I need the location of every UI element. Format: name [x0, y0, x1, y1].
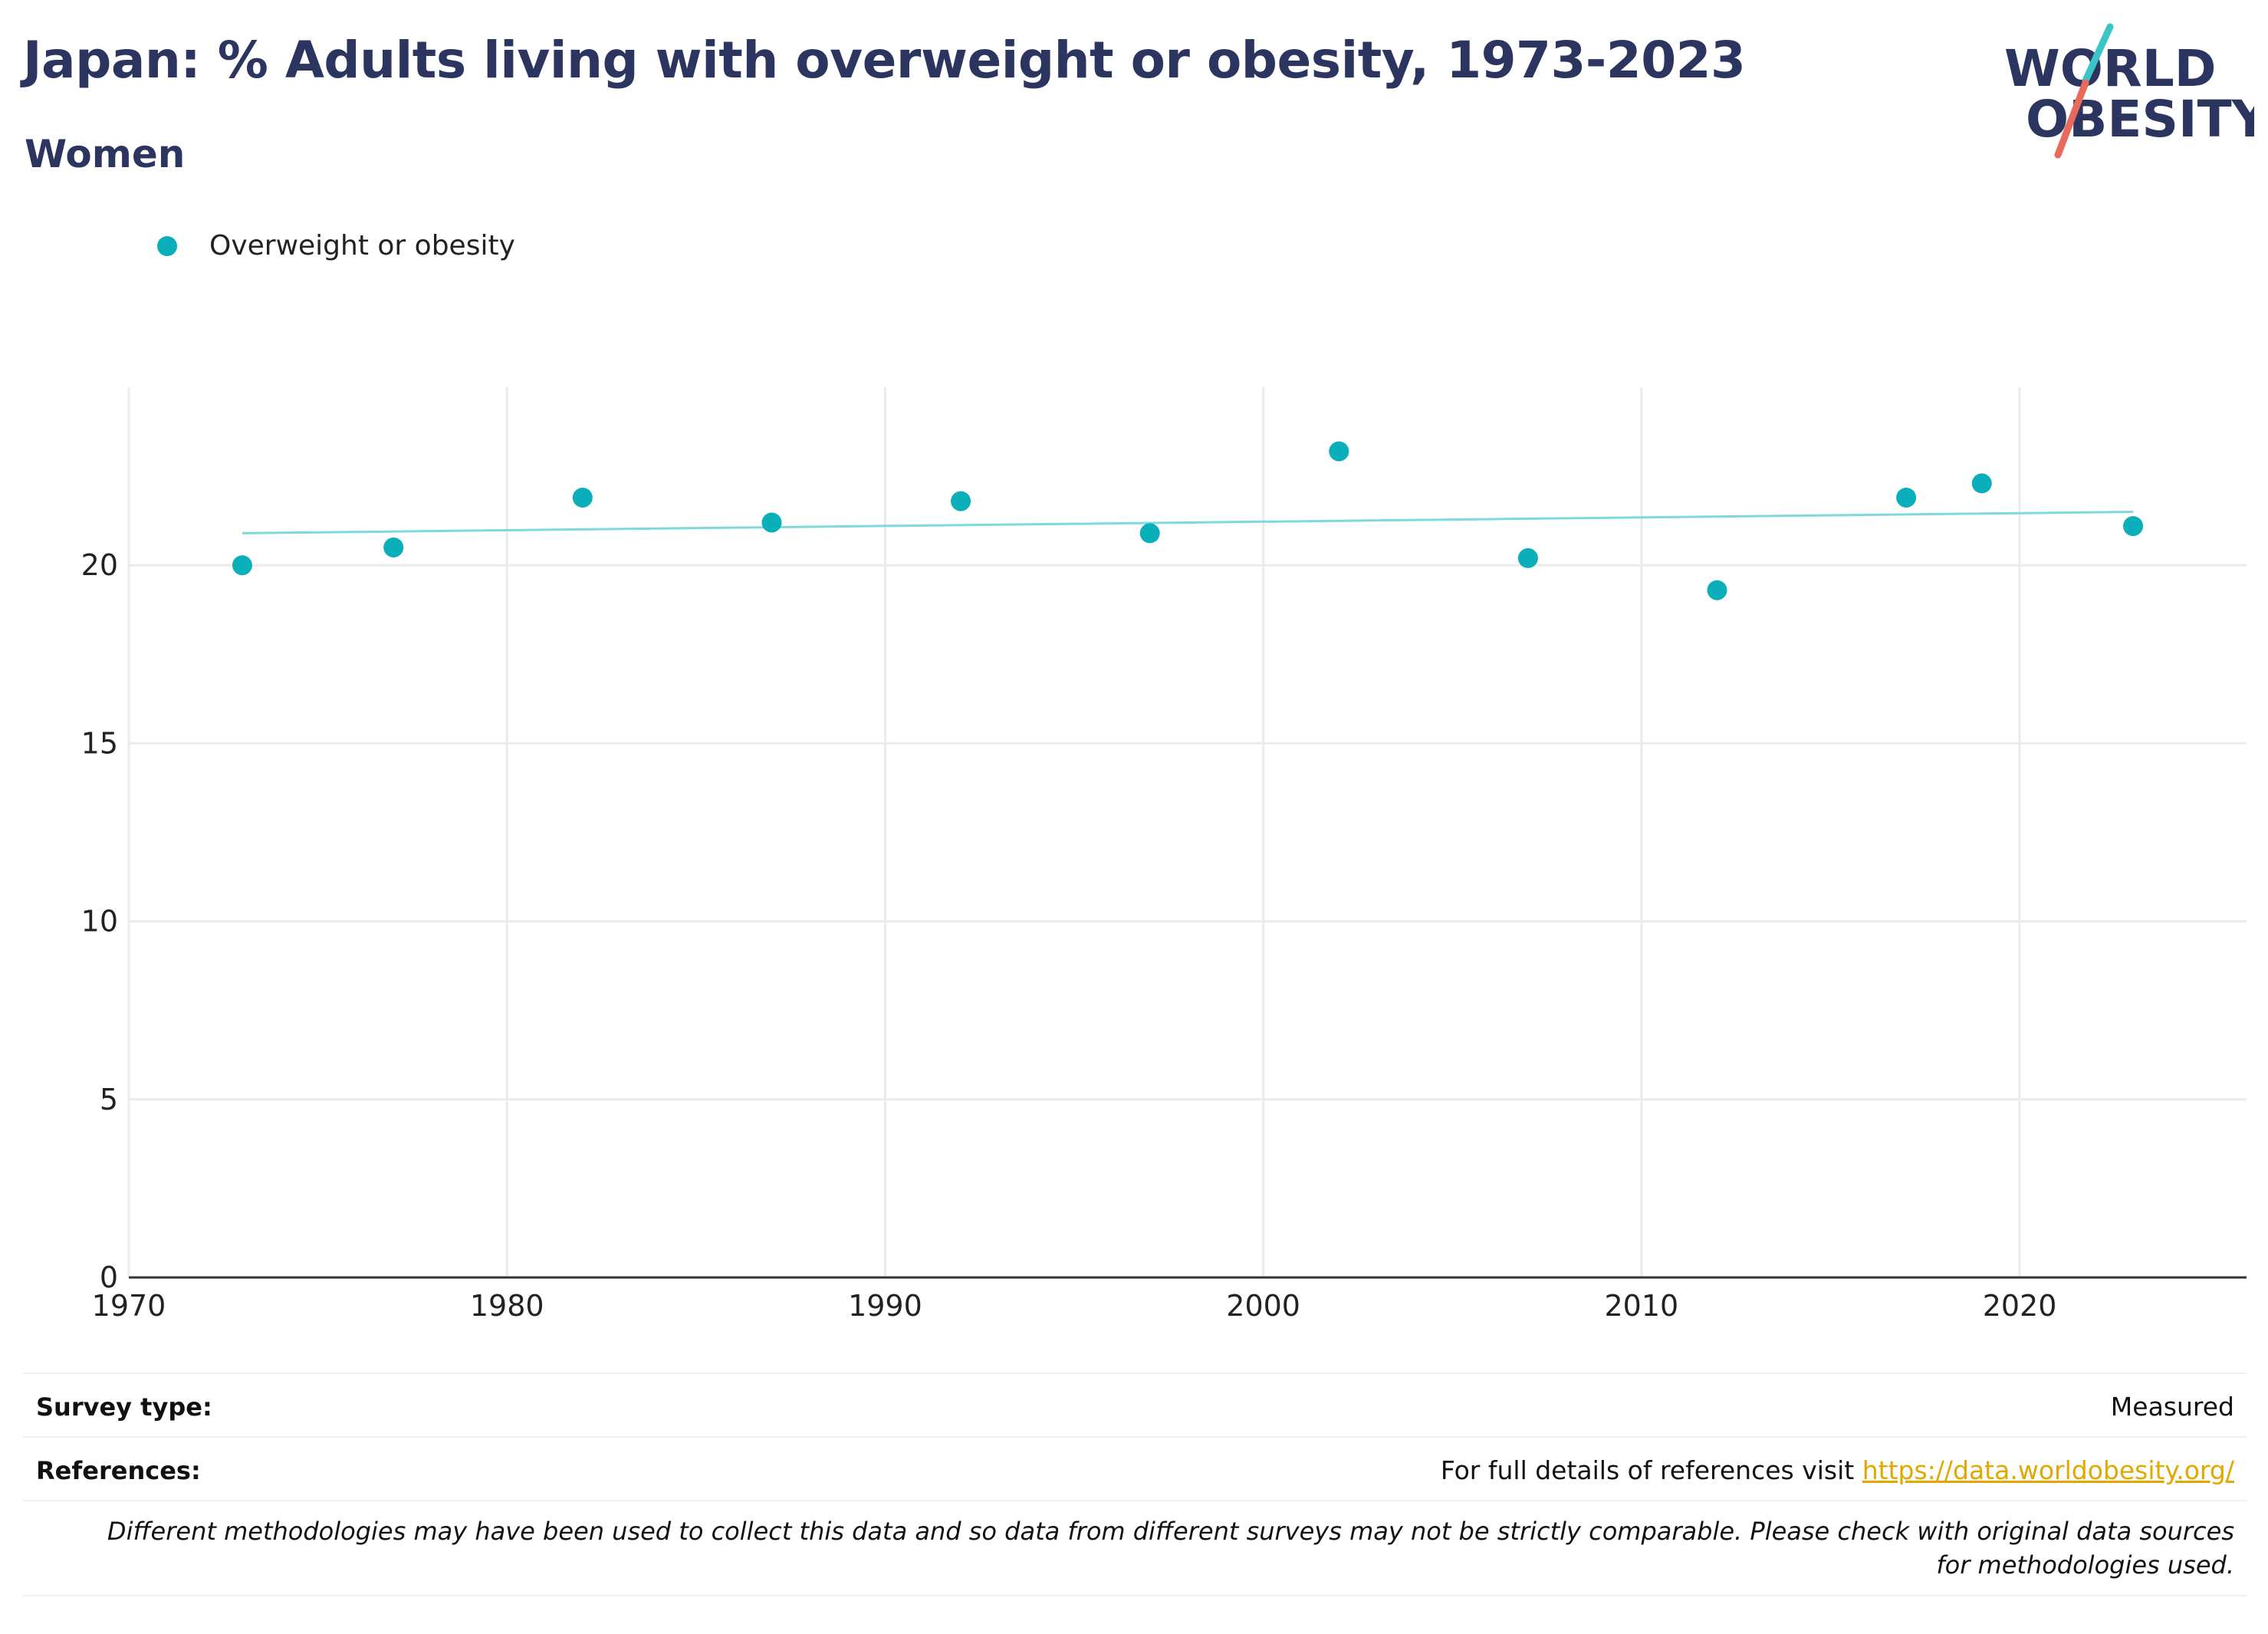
data-point: [1971, 473, 1992, 494]
x-tick-label: 2000: [1226, 1289, 1300, 1323]
points-layer: [232, 441, 2144, 600]
scatter-chart: 1970 1980 1990 2000 2010 2020 0 5 10 15 20: [81, 387, 2247, 1323]
references-value: For full details of references visit htt…: [1441, 1455, 2234, 1485]
x-tick-label: 1990: [848, 1289, 922, 1323]
legend-marker-icon: [157, 235, 177, 256]
y-tick-label: 20: [81, 548, 118, 582]
y-tick-label: 0: [100, 1261, 118, 1294]
data-point: [383, 537, 404, 557]
footer-divider: [23, 1595, 2247, 1596]
y-tick-label: 5: [100, 1083, 118, 1116]
chart-title: Japan: % Adults living with overweight o…: [23, 31, 1746, 90]
grid-layer: [127, 387, 2247, 1277]
survey-type-label: Survey type:: [36, 1392, 212, 1422]
references-link[interactable]: https://data.worldobesity.org/: [1862, 1455, 2234, 1485]
footer-divider: [23, 1436, 2247, 1438]
axis-layer: 1970 1980 1990 2000 2010 2020 0 5 10 15 20: [81, 548, 2247, 1323]
references-text: For full details of references visit: [1440, 1455, 1855, 1485]
data-point: [2123, 516, 2144, 537]
x-tick-label: 2010: [1604, 1289, 1678, 1323]
logo-text-world: WORLD: [2004, 39, 2217, 98]
x-tick-label: 1980: [470, 1289, 544, 1323]
x-tick-label: 1970: [92, 1289, 166, 1323]
y-tick-label: 10: [81, 905, 118, 939]
logo-slash-teal: [2082, 23, 2114, 84]
data-point: [232, 555, 252, 576]
data-point: [1896, 487, 1917, 508]
methodology-disclaimer: Different methodologies may have been us…: [107, 1517, 2234, 1580]
x-tick-label: 2020: [1983, 1289, 2057, 1323]
data-point: [1517, 547, 1538, 568]
y-tick-label: 15: [81, 726, 118, 760]
data-point: [1707, 580, 1727, 600]
footer-divider: [23, 1373, 2247, 1374]
chart-subtitle: Women: [25, 132, 186, 176]
logo-slash-red: [2054, 79, 2089, 159]
data-point: [761, 512, 782, 533]
world-obesity-logo: WORLD OBESITY: [2004, 23, 2254, 159]
references-label: References:: [36, 1456, 201, 1485]
trendline-layer: [242, 511, 2134, 534]
survey-type-value: Measured: [2110, 1392, 2234, 1422]
data-point: [951, 491, 971, 511]
footer-divider: [23, 1500, 2247, 1501]
data-point: [1329, 441, 1349, 462]
legend-label: Overweight or obesity: [209, 230, 515, 261]
data-point: [572, 487, 593, 508]
data-point: [1139, 523, 1160, 544]
chart-legend[interactable]: Overweight or obesity: [157, 230, 515, 261]
trendline: [242, 511, 2134, 534]
